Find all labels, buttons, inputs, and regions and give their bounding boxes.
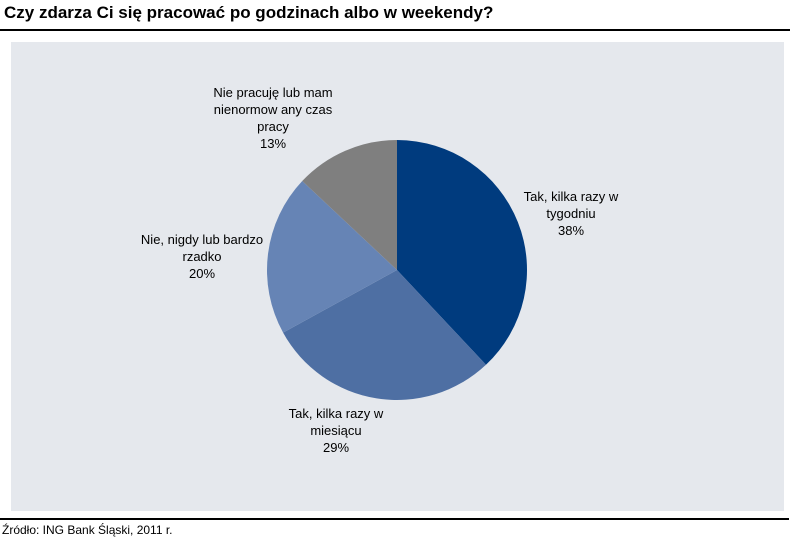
chart-question-title: Czy zdarza Ci się pracować po godzinach … — [4, 3, 494, 22]
pie-slice-3 — [302, 140, 397, 270]
pie-label-line: nienormow any czas — [213, 102, 333, 117]
pie-label-line: Nie, nigdy lub bardzo — [140, 232, 264, 247]
pie-chart — [266, 140, 528, 401]
pie-label-line: tygodniu — [546, 206, 596, 221]
pie-label-percent: 29% — [322, 440, 350, 455]
pie-label-line: miesiącu — [310, 423, 362, 438]
pie-label-percent: 20% — [188, 266, 216, 281]
chart-panel: Tak, kilka razy w tygodniu 38% Tak, kilk… — [11, 42, 784, 511]
pie-slice-0 — [397, 140, 528, 365]
pie-slice-1 — [283, 270, 486, 401]
pie-label-line: rzadko — [182, 249, 222, 264]
pie-slice-2 — [266, 181, 397, 333]
pie-label-nie-pracuje-lub-nienormowany-czas: Nie pracuję lub mam nienormow any czas p… — [183, 84, 363, 152]
pie-label-line: Tak, kilka razy w — [523, 189, 619, 204]
pie-label-tak-kilka-razy-w-tygodniu: Tak, kilka razy w tygodniu 38% — [491, 188, 651, 239]
title-rule — [0, 29, 790, 31]
pie-label-line: pracy — [257, 119, 289, 134]
pie-label-percent: 38% — [557, 223, 585, 238]
source-caption: Źródło: ING Bank Śląski, 2011 r. — [2, 523, 173, 537]
pie-label-line: Nie pracuję lub mam — [213, 85, 333, 100]
pie-label-nie-nigdy-lub-bardzo-rzadko: Nie, nigdy lub bardzo rzadko 20% — [112, 231, 292, 282]
pie-label-percent: 13% — [259, 136, 287, 151]
pie-label-tak-kilka-razy-w-miesiacu: Tak, kilka razy w miesiącu 29% — [256, 405, 416, 456]
pie-label-line: Tak, kilka razy w — [288, 406, 384, 421]
footer-rule — [0, 518, 789, 520]
